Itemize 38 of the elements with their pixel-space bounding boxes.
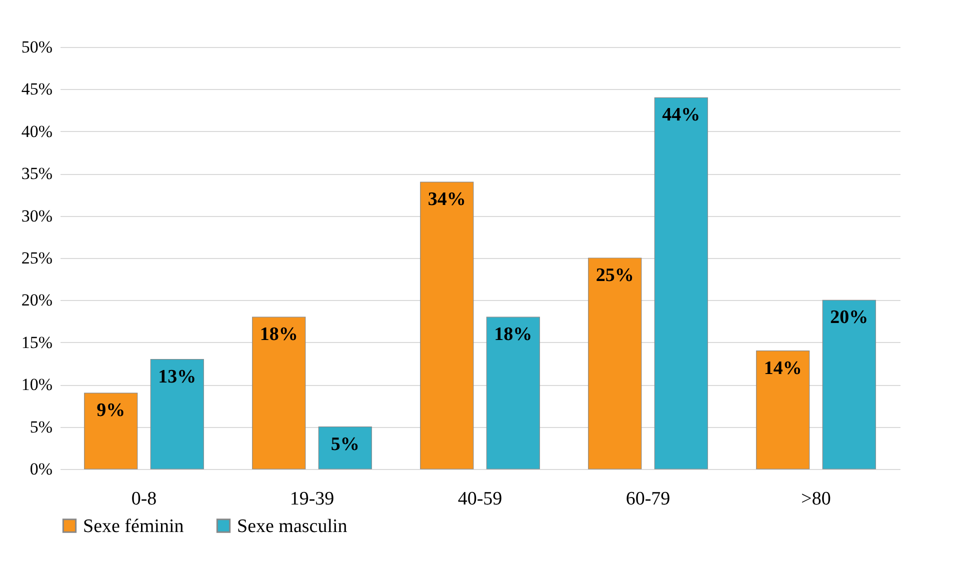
y-tick-label: 0% bbox=[30, 460, 52, 478]
y-tick-label: 20% bbox=[21, 290, 52, 310]
x-tick-label: >80 bbox=[801, 488, 831, 510]
data-label: 25% bbox=[596, 265, 634, 286]
data-label: 20% bbox=[830, 307, 868, 328]
x-tick-label: 60-79 bbox=[626, 488, 670, 510]
data-label: 34% bbox=[428, 189, 466, 210]
data-label: 44% bbox=[662, 104, 700, 126]
data-label: 9% bbox=[96, 400, 126, 422]
data-label: 18% bbox=[494, 324, 532, 346]
data-label: 14% bbox=[764, 358, 802, 379]
y-tick-label: 50% bbox=[21, 38, 52, 56]
x-tick-label: 40-59 bbox=[458, 488, 502, 510]
data-label: 5% bbox=[330, 434, 360, 455]
bar bbox=[654, 97, 708, 470]
bar bbox=[588, 258, 642, 470]
legend-label: Sexe féminin bbox=[83, 516, 184, 537]
bar bbox=[150, 358, 204, 470]
bar bbox=[252, 316, 306, 470]
y-tick-label: 40% bbox=[21, 122, 52, 141]
data-label: 18% bbox=[260, 324, 298, 346]
x-tick-label: 19-39 bbox=[290, 488, 334, 510]
y-tick-label: 5% bbox=[30, 417, 52, 436]
y-tick-label: 45% bbox=[21, 80, 52, 99]
y-tick-label: 35% bbox=[21, 164, 52, 184]
bar bbox=[486, 316, 540, 470]
legend-label: Sexe masculin bbox=[237, 516, 348, 537]
x-tick-label: 0-8 bbox=[131, 488, 157, 510]
y-tick-label: 30% bbox=[21, 206, 52, 226]
data-label: 13% bbox=[158, 366, 196, 388]
bar bbox=[420, 182, 474, 470]
y-tick-label: 25% bbox=[21, 248, 52, 268]
bar bbox=[84, 392, 138, 470]
bar bbox=[756, 350, 810, 470]
bar bbox=[822, 300, 876, 470]
bar bbox=[318, 426, 372, 470]
y-tick-label: 15% bbox=[21, 332, 52, 352]
y-tick-label: 10% bbox=[21, 375, 52, 394]
